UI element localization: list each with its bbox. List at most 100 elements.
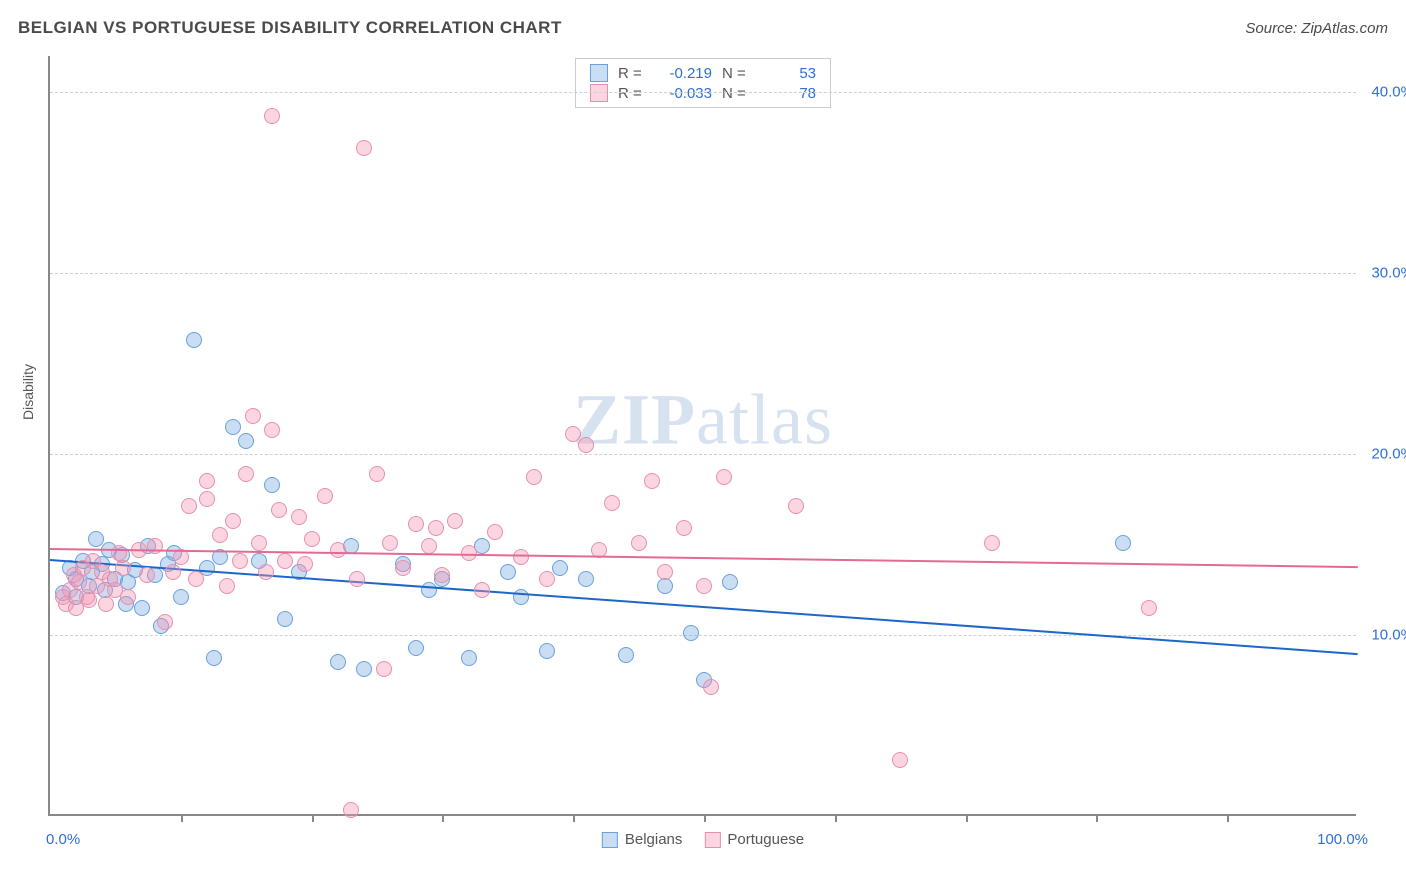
data-point-belgians	[722, 574, 738, 590]
data-point-portuguese	[317, 488, 333, 504]
data-point-portuguese	[539, 571, 555, 587]
gridline	[50, 273, 1356, 274]
x-axis-min-label: 0.0%	[46, 831, 80, 848]
data-point-belgians	[330, 654, 346, 670]
data-point-portuguese	[251, 535, 267, 551]
data-point-portuguese	[1141, 600, 1157, 616]
data-point-portuguese	[264, 108, 280, 124]
data-point-portuguese	[343, 802, 359, 818]
chart-title: BELGIAN VS PORTUGUESE DISABILITY CORRELA…	[18, 18, 562, 38]
data-point-portuguese	[474, 582, 490, 598]
data-point-belgians	[552, 560, 568, 576]
data-point-belgians	[578, 571, 594, 587]
data-point-portuguese	[369, 466, 385, 482]
data-point-portuguese	[264, 422, 280, 438]
data-point-belgians	[513, 589, 529, 605]
data-point-portuguese	[408, 516, 424, 532]
data-point-portuguese	[703, 679, 719, 695]
data-point-portuguese	[644, 473, 660, 489]
y-tick-label: 40.0%	[1371, 84, 1406, 101]
watermark: ZIPatlas	[573, 378, 833, 461]
data-point-belgians	[206, 650, 222, 666]
data-point-portuguese	[487, 524, 503, 540]
data-point-portuguese	[225, 513, 241, 529]
data-point-portuguese	[631, 535, 647, 551]
x-tick	[442, 814, 444, 822]
watermark-rest: atlas	[696, 379, 833, 459]
data-point-portuguese	[181, 498, 197, 514]
data-point-portuguese	[258, 564, 274, 580]
data-point-portuguese	[513, 549, 529, 565]
r-value: -0.219	[660, 65, 712, 82]
x-tick	[966, 814, 968, 822]
data-point-portuguese	[434, 567, 450, 583]
x-tick	[1096, 814, 1098, 822]
data-point-belgians	[225, 419, 241, 435]
x-tick	[835, 814, 837, 822]
data-point-portuguese	[219, 578, 235, 594]
data-point-belgians	[683, 625, 699, 641]
correlation-legend-row-belgians: R =-0.219N =53	[590, 63, 816, 83]
source-prefix: Source:	[1245, 20, 1301, 37]
data-point-portuguese	[115, 560, 131, 576]
data-point-portuguese	[696, 578, 712, 594]
data-point-belgians	[1115, 535, 1131, 551]
data-point-portuguese	[892, 752, 908, 768]
data-point-belgians	[356, 661, 372, 677]
series-label: Belgians	[625, 831, 683, 848]
data-point-belgians	[539, 643, 555, 659]
data-point-portuguese	[212, 527, 228, 543]
data-point-belgians	[421, 582, 437, 598]
data-point-portuguese	[447, 513, 463, 529]
data-point-portuguese	[304, 531, 320, 547]
trendline-belgians	[50, 559, 1358, 655]
data-point-portuguese	[376, 661, 392, 677]
data-point-portuguese	[291, 509, 307, 525]
data-point-belgians	[657, 578, 673, 594]
data-point-portuguese	[526, 469, 542, 485]
x-tick	[312, 814, 314, 822]
data-point-portuguese	[604, 495, 620, 511]
data-point-portuguese	[157, 614, 173, 630]
x-tick	[704, 814, 706, 822]
data-point-belgians	[500, 564, 516, 580]
gridline	[50, 454, 1356, 455]
y-tick-label: 30.0%	[1371, 265, 1406, 282]
data-point-portuguese	[788, 498, 804, 514]
data-point-portuguese	[165, 564, 181, 580]
data-point-belgians	[186, 332, 202, 348]
series-legend: Belgians Portuguese	[602, 831, 804, 848]
source-attribution: Source: ZipAtlas.com	[1245, 20, 1388, 37]
x-tick	[181, 814, 183, 822]
scatter-chart: ZIPatlas R =-0.219N =53R =-0.033N =78 Be…	[48, 56, 1356, 816]
data-point-belgians	[238, 433, 254, 449]
data-point-portuguese	[98, 596, 114, 612]
data-point-belgians	[264, 477, 280, 493]
series-label: Portuguese	[727, 831, 804, 848]
y-tick-label: 10.0%	[1371, 627, 1406, 644]
data-point-portuguese	[428, 520, 444, 536]
legend-swatch-icon	[602, 832, 618, 848]
data-point-portuguese	[147, 538, 163, 554]
data-point-portuguese	[188, 571, 204, 587]
data-point-portuguese	[349, 571, 365, 587]
data-point-portuguese	[81, 592, 97, 608]
gridline	[50, 635, 1356, 636]
correlation-legend: R =-0.219N =53R =-0.033N =78	[575, 58, 831, 108]
data-point-portuguese	[356, 140, 372, 156]
data-point-portuguese	[238, 466, 254, 482]
data-point-portuguese	[657, 564, 673, 580]
data-point-portuguese	[382, 535, 398, 551]
data-point-portuguese	[578, 437, 594, 453]
data-point-portuguese	[676, 520, 692, 536]
n-label: N =	[722, 65, 754, 82]
legend-swatch-icon	[590, 64, 608, 82]
data-point-portuguese	[199, 491, 215, 507]
data-point-portuguese	[277, 553, 293, 569]
data-point-belgians	[134, 600, 150, 616]
data-point-belgians	[408, 640, 424, 656]
data-point-portuguese	[984, 535, 1000, 551]
data-point-portuguese	[297, 556, 313, 572]
data-point-belgians	[173, 589, 189, 605]
data-point-portuguese	[421, 538, 437, 554]
